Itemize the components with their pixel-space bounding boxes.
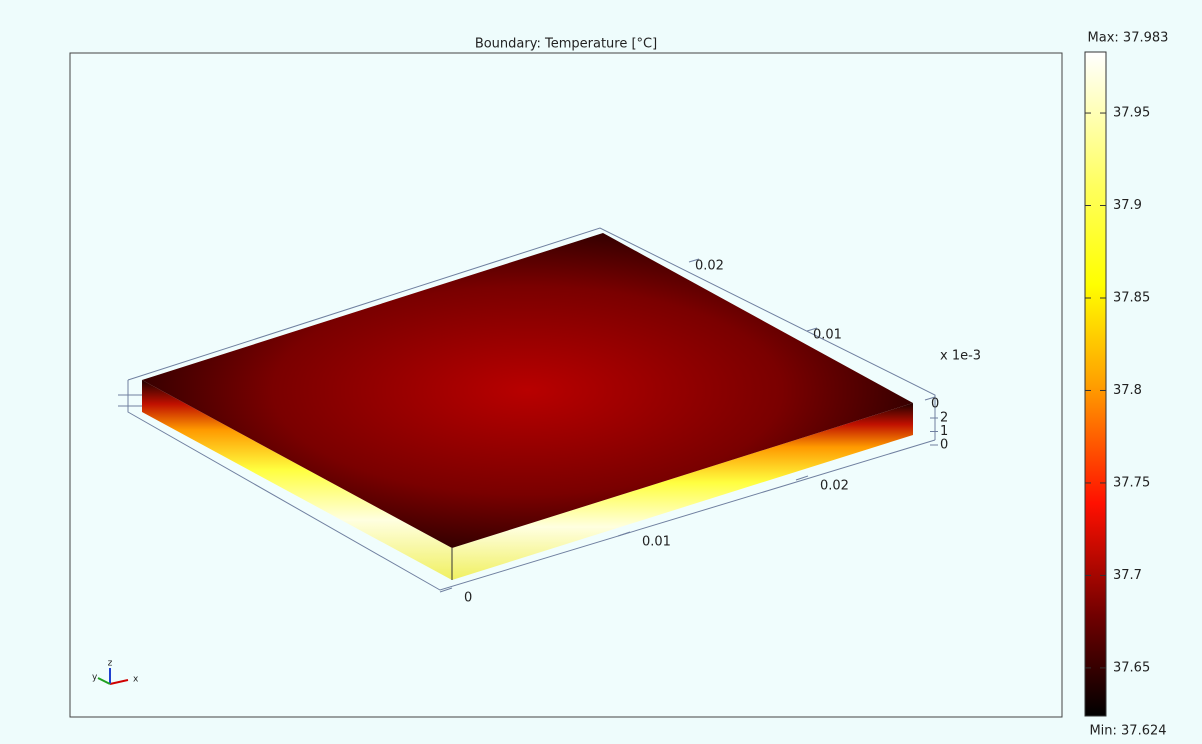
colorbar-tick-label: 37.85 (1113, 290, 1150, 305)
colorbar-min: Min: 37.624 (1089, 724, 1166, 739)
x-tick (617, 531, 631, 537)
triad-x: x (133, 675, 139, 685)
left-face (142, 380, 452, 580)
colorbar (1084, 51, 1107, 717)
colorbar-tick-label: 37.7 (1113, 568, 1142, 583)
y-tick-label: 0.01 (813, 328, 842, 343)
x-tick (439, 587, 453, 593)
x-tick (795, 475, 809, 481)
colorbar-tick-label: 37.65 (1113, 660, 1150, 675)
colorbar-tick-label: 37.75 (1113, 475, 1150, 490)
x-tick-label: 0.01 (642, 535, 671, 550)
y-tick-label: 0.02 (695, 259, 724, 274)
y-tick (924, 396, 936, 401)
axis-triad: x y z (92, 659, 139, 685)
x-tick-label: 0 (464, 591, 472, 606)
colorbar-tick-label: 37.8 (1113, 383, 1142, 398)
y-tick-label: 0 (931, 397, 939, 412)
z-tick-label: 0 (940, 438, 948, 453)
triad-z: z (108, 659, 113, 669)
top-face (142, 233, 913, 548)
x-tick-label: 0.02 (820, 479, 849, 494)
chart-title: Boundary: Temperature [°C] (475, 37, 657, 52)
right-face (452, 403, 913, 580)
z-tick-label: 1 (940, 424, 948, 439)
colorbar-max: Max: 37.983 (1088, 31, 1169, 46)
colorbar-tick-label: 37.9 (1113, 198, 1142, 213)
z-multiplier: x 1e-3 (940, 349, 981, 364)
y-tick (806, 327, 818, 332)
triad-y: y (92, 673, 98, 683)
colorbar-tick-label: 37.95 (1113, 106, 1150, 121)
y-tick (688, 258, 700, 263)
z-tick-label: 2 (940, 411, 948, 426)
